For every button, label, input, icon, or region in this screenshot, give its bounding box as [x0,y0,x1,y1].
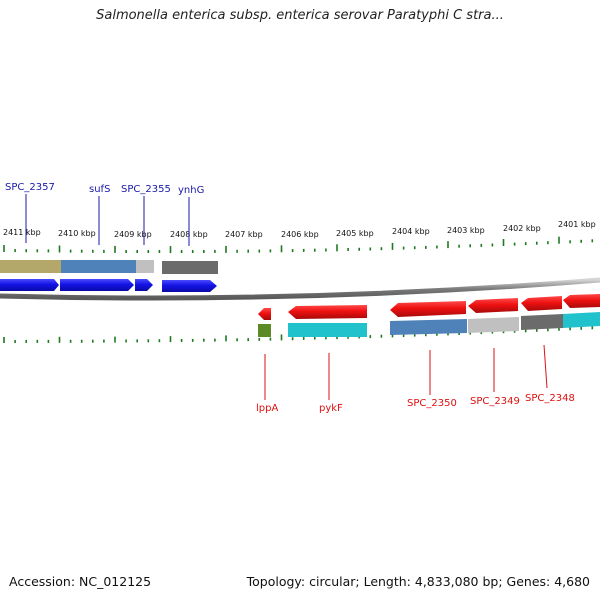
gene-arrow-forward[interactable] [135,279,153,291]
scale-label: 2401 kbp [558,220,596,229]
scale-label: 2403 kbp [447,226,485,235]
gene-arrow-reverse[interactable] [390,301,466,317]
gene-arrow-reverse[interactable] [258,308,271,320]
feature-bar-bottom [258,312,600,337]
feature-segment-darkgray[interactable] [521,314,563,330]
gene-arrow-reverse[interactable] [563,294,600,308]
gene-label-pykf[interactable]: pykF [319,403,343,414]
gene-label-spc-2355[interactable]: SPC_2355 [121,184,171,195]
gene-label-spc-2348[interactable]: SPC_2348 [525,393,575,404]
feature-segment-cyan[interactable] [563,312,600,328]
gene-arrow-forward[interactable] [60,279,134,291]
accession-label: Accession: NC_012125 [9,574,152,589]
scale-label: 2410 kbp [58,229,96,238]
scale-ticks-top [3,236,594,254]
gene-label-spc-2357[interactable]: SPC_2357 [5,182,55,193]
map-title: Salmonella enterica subsp. enterica sero… [96,8,504,23]
scale-label: 2405 kbp [336,229,374,238]
gene-arrow-forward[interactable] [0,279,59,291]
genome-backbone [0,277,600,301]
feature-segment-steelblue[interactable] [61,260,136,273]
feature-segment-darkgray[interactable] [162,261,218,274]
scale-label: 2404 kbp [392,227,430,236]
scale-label: 2409 kbp [114,230,152,239]
scale-label: 2402 kbp [503,224,541,233]
gene-labels-bottom: lppA pykF SPC_2350 SPC_2349 SPC_2348 [256,344,575,414]
gene-arrow-reverse[interactable] [521,296,562,311]
gene-arrow-reverse[interactable] [288,305,367,319]
genome-summary: Topology: circular; Length: 4,833,080 bp… [246,574,590,589]
gene-label-ynhg[interactable]: ynhG [178,185,204,196]
forward-strand-genes [0,279,217,292]
gene-label-sufs[interactable]: sufS [89,184,110,195]
reverse-strand-genes [258,294,600,320]
feature-segment-cyan[interactable] [288,323,367,337]
feature-bar-top [0,260,218,274]
scale-label: 2407 kbp [225,230,263,239]
feature-segment-steelblue[interactable] [390,319,467,335]
feature-segment-green[interactable] [258,324,271,337]
feature-segment-lightgray[interactable] [136,260,154,273]
gene-leader-line [543,344,548,389]
gene-label-spc-2350[interactable]: SPC_2350 [407,398,457,409]
scale-labels: 2411 kbp 2410 kbp 2409 kbp 2408 kbp 2407… [3,220,596,239]
scale-label: 2406 kbp [281,230,319,239]
gene-label-spc-2349[interactable]: SPC_2349 [470,396,520,407]
gene-arrow-forward[interactable] [162,280,217,292]
gene-arrow-reverse[interactable] [468,298,518,313]
gene-label-lppa[interactable]: lppA [256,403,278,414]
gene-labels-top: SPC_2357 sufS SPC_2355 ynhG [5,182,204,246]
scale-label: 2411 kbp [3,228,41,237]
feature-segment-lightgray[interactable] [468,317,519,333]
feature-segment-olive[interactable] [0,260,61,273]
